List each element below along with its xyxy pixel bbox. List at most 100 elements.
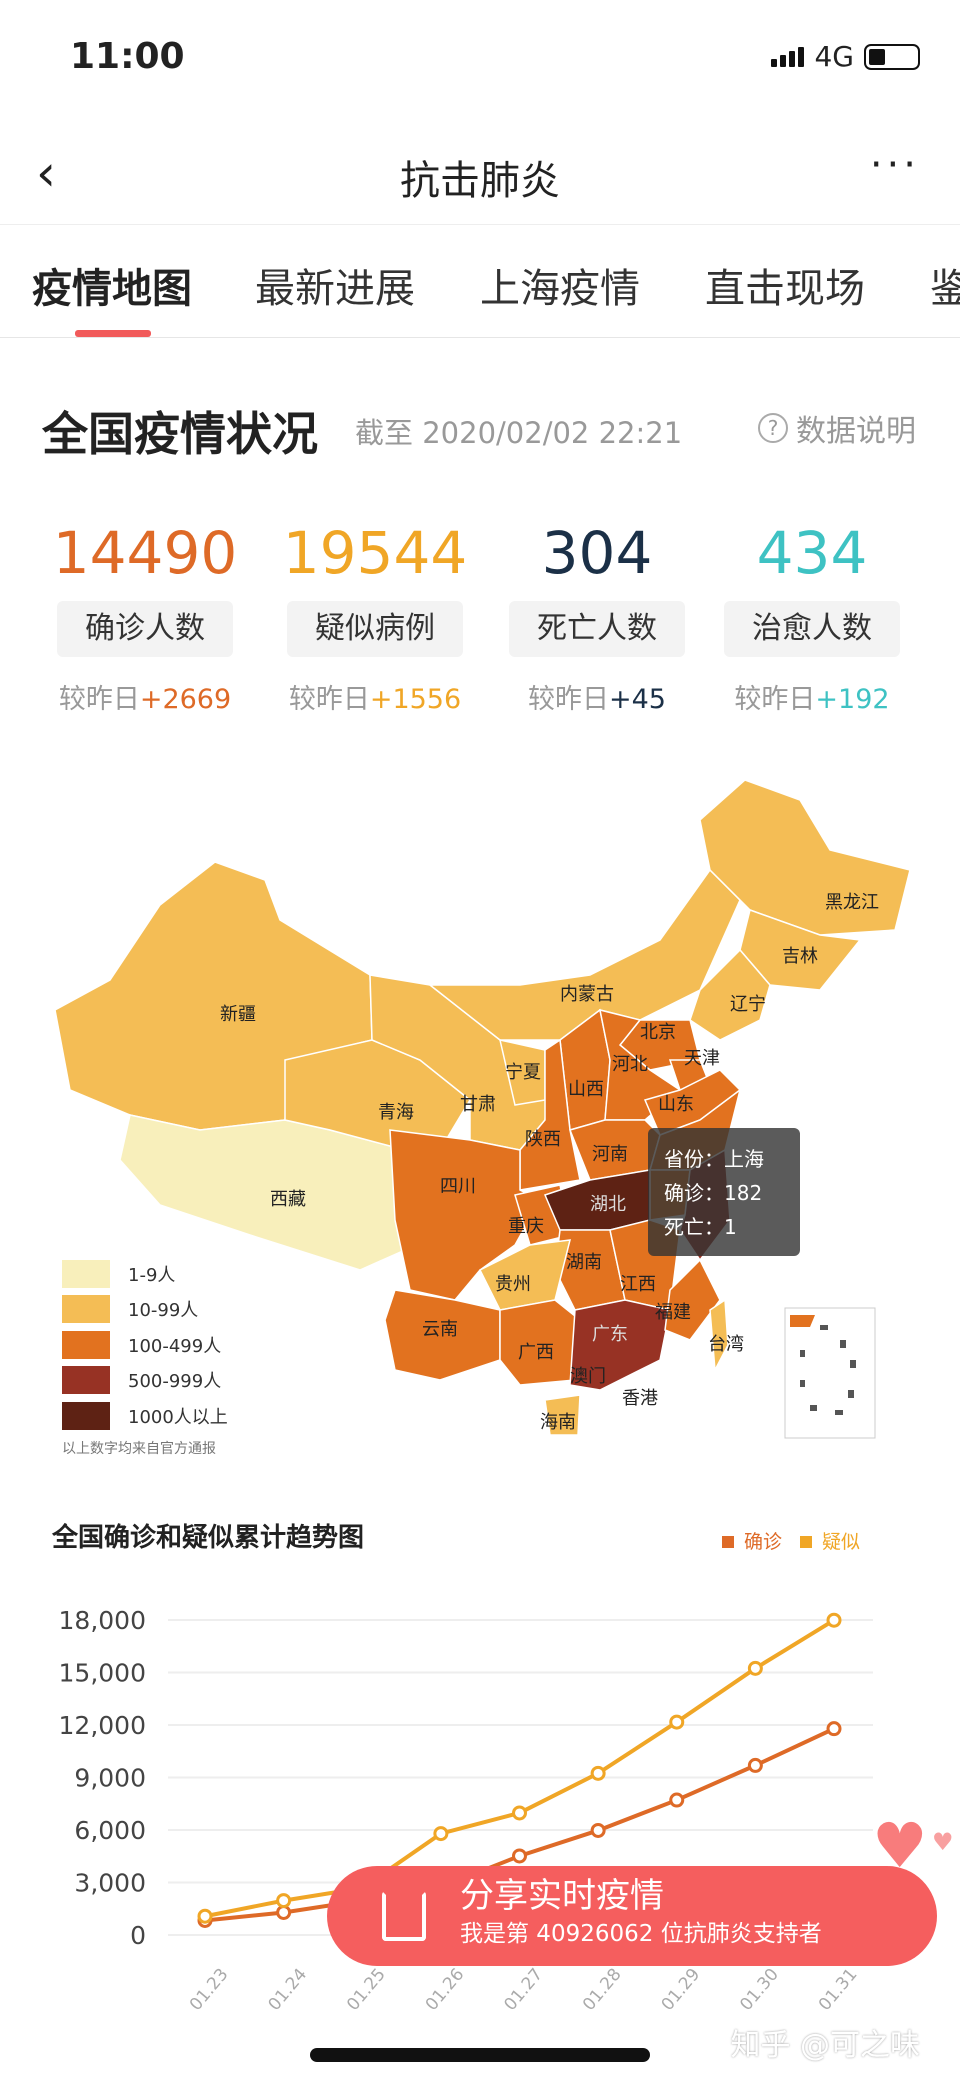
province-label: 天津	[684, 1048, 720, 1069]
page-title: 抗击肺炎	[400, 158, 560, 204]
x-tick-label: 01.26	[422, 1965, 469, 2015]
share-title: 分享实时疫情	[460, 1876, 664, 1916]
y-tick-label: 3,000	[74, 1869, 146, 1898]
tab-more[interactable]: 鉴	[930, 256, 960, 314]
province-region[interactable]	[519, 1038, 581, 1191]
stat-value: 19544	[282, 519, 468, 587]
data-point[interactable]	[512, 1805, 527, 1821]
legend-label: 100-499人	[128, 1335, 222, 1357]
legend-label: 疑似	[821, 1531, 860, 1553]
province-region[interactable]	[664, 1258, 721, 1341]
data-point[interactable]	[747, 1660, 763, 1676]
tooltip-province: 上海	[724, 1147, 764, 1171]
data-point[interactable]	[433, 1826, 449, 1842]
data-point[interactable]	[590, 1822, 606, 1838]
more-icon[interactable]: ···	[869, 142, 920, 188]
data-point[interactable]	[669, 1792, 685, 1808]
province-label: 贵州	[495, 1274, 531, 1295]
stat-label: 死亡人数	[509, 601, 685, 657]
data-point[interactable]	[276, 1893, 292, 1909]
chart-legend: 确诊 疑似	[721, 1527, 860, 1554]
legend-item: 10-99人	[62, 1292, 228, 1328]
tab-latest[interactable]: 最新进展	[255, 266, 415, 312]
data-point[interactable]	[826, 1721, 842, 1737]
legend-label: 确诊	[743, 1531, 782, 1553]
chart-title: 全国确诊和疑似累计趋势图	[52, 1523, 365, 1553]
data-point[interactable]	[590, 1765, 606, 1781]
question-icon: ?	[758, 413, 788, 443]
stat-compare: 较昨日+1556	[275, 677, 475, 716]
compare-prefix: 较昨日	[58, 684, 140, 715]
province-label: 广西	[518, 1342, 554, 1363]
legend-confirmed[interactable]: 确诊	[721, 1527, 782, 1554]
legend-label: 1-9人	[128, 1264, 176, 1286]
home-indicator[interactable]	[310, 2048, 650, 2062]
data-point[interactable]	[512, 1848, 527, 1864]
data-point[interactable]	[197, 1908, 213, 1924]
stat-value: 14490	[52, 519, 238, 587]
legend-swatch	[62, 1259, 110, 1288]
data-point[interactable]	[747, 1757, 763, 1773]
nav-bar: ‹ 抗击肺炎 ···	[0, 120, 960, 225]
province-label: 辽宁	[730, 994, 766, 1015]
tab-scene[interactable]: 直击现场	[705, 266, 865, 312]
x-tick-label: 01.28	[579, 1965, 626, 2015]
network-label: 4G	[814, 40, 854, 73]
compare-prefix: 较昨日	[734, 684, 816, 715]
province-label: 山东	[658, 1094, 694, 1115]
province-label: 澳门	[570, 1366, 606, 1387]
province-label: 台湾	[708, 1334, 744, 1355]
legend-item: 500-999人	[62, 1363, 228, 1399]
chevron-left-icon[interactable]: ‹	[36, 144, 56, 202]
signal-icon	[771, 46, 805, 67]
x-tick-label: 01.29	[658, 1965, 705, 2015]
legend-item: 100-499人	[62, 1327, 228, 1363]
province-label: 北京	[640, 1022, 676, 1043]
section-title: 全国疫情状况	[42, 407, 318, 461]
legend-note: 以上数字均来自官方通报	[62, 1440, 216, 1457]
stat-card: 434 治愈人数 较昨日+192	[712, 515, 912, 716]
province-label: 云南	[422, 1319, 458, 1340]
province-label: 河北	[612, 1054, 648, 1075]
province-region[interactable]	[709, 1298, 729, 1373]
status-time: 11:00	[70, 36, 185, 77]
y-tick-label: 6,000	[74, 1816, 146, 1845]
data-point[interactable]	[276, 1904, 292, 1920]
stat-card: 304 死亡人数 较昨日+45	[497, 515, 697, 716]
share-icon	[382, 1891, 426, 1941]
heart-icon: ♥	[932, 1828, 954, 1856]
data-point[interactable]	[669, 1714, 685, 1730]
trend-chart: 0 3,000 6,000 9,000 12,000 15,000 18,000 01.23 0…	[59, 1606, 873, 2015]
tooltip-label: 确诊：	[664, 1181, 724, 1205]
data-info-link[interactable]: ? 数据说明	[758, 406, 916, 450]
data-point[interactable]	[826, 1612, 842, 1628]
province-label: 青海	[378, 1102, 414, 1123]
stat-value: 304	[541, 519, 653, 587]
province-region[interactable]	[544, 1394, 581, 1436]
province-region[interactable]	[427, 868, 741, 1041]
share-button[interactable]: 分享实时疫情 我是第 40926062 位抗肺炎支持者	[327, 1866, 937, 1966]
province-region[interactable]	[478, 1239, 571, 1311]
province-region[interactable]	[384, 1289, 501, 1381]
y-tick-label: 15,000	[59, 1659, 146, 1688]
legend-suspected[interactable]: 疑似	[799, 1527, 860, 1554]
province-label: 西藏	[270, 1189, 306, 1210]
update-time: 截至 2020/02/02 22:21	[355, 416, 683, 450]
province-label: 内蒙古	[560, 984, 614, 1005]
province-label: 江西	[620, 1274, 656, 1295]
tooltip-confirmed: 182	[724, 1181, 763, 1205]
tooltip-label: 省份：	[664, 1147, 724, 1171]
legend-label: 10-99人	[128, 1300, 199, 1322]
province-label: 吉林	[782, 946, 818, 967]
legend-item: 1000人以上	[62, 1398, 228, 1434]
tab-epidemic-map[interactable]: 疫情地图	[32, 266, 192, 312]
province-label: 宁夏	[505, 1062, 541, 1083]
tab-shanghai[interactable]: 上海疫情	[480, 266, 640, 312]
province-region[interactable]	[569, 1299, 671, 1391]
x-tick-label: 01.25	[343, 1965, 390, 2015]
legend-swatch	[62, 1330, 110, 1359]
province-region[interactable]	[389, 1129, 542, 1301]
heart-icon[interactable]: ♥	[872, 1809, 928, 1882]
province-label: 湖北	[590, 1194, 626, 1215]
